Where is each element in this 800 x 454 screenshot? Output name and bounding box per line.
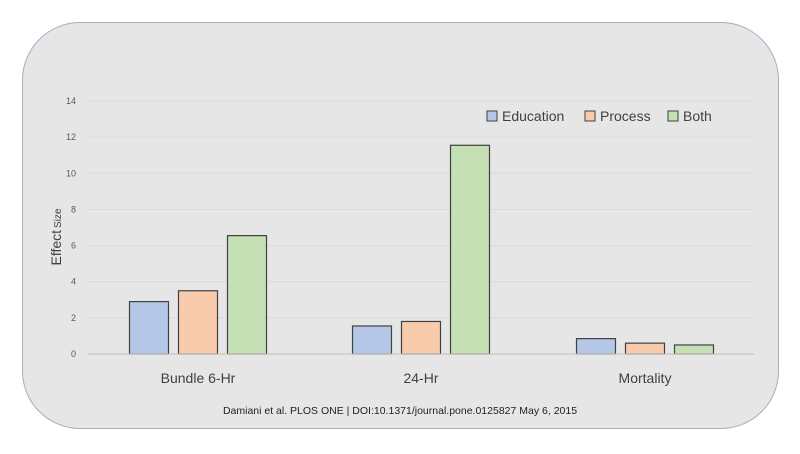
legend-swatch-education xyxy=(486,110,498,122)
x-category-label: Mortality xyxy=(619,370,672,386)
citation-footer: Damiani et al. PLOS ONE | DOI:10.1371/jo… xyxy=(223,405,577,417)
y-tick-label: 8 xyxy=(71,204,76,214)
legend-swatch-both xyxy=(667,110,679,122)
legend: Education Process Both xyxy=(486,108,712,124)
y-axis-ticks: 0 2 4 6 8 10 12 14 xyxy=(66,96,76,359)
y-tick-label: 2 xyxy=(71,313,76,323)
legend-label-both: Both xyxy=(683,108,712,124)
bar-education-1 xyxy=(128,300,170,355)
x-category-label: 24-Hr xyxy=(403,370,438,386)
legend-label-education: Education xyxy=(502,108,564,124)
bar-education-2 xyxy=(351,325,393,355)
x-axis-categories: Bundle 6-Hr 24-Hr Mortality xyxy=(161,370,672,386)
y-tick-label: 14 xyxy=(66,96,76,106)
bar-process-3 xyxy=(624,342,666,355)
legend-swatch-process xyxy=(584,110,596,122)
y-tick-label: 6 xyxy=(71,241,76,251)
bar-education-3 xyxy=(575,338,617,355)
bar-both-1 xyxy=(226,235,268,355)
bar-both-3 xyxy=(673,344,715,355)
bars xyxy=(128,144,715,355)
y-tick-label: 0 xyxy=(71,349,76,359)
y-tick-label: 12 xyxy=(66,132,76,142)
y-axis-label-sub: Size xyxy=(53,208,64,228)
bar-both-2 xyxy=(449,144,491,355)
gridlines xyxy=(88,100,754,319)
y-tick-label: 10 xyxy=(66,168,76,178)
bar-process-1 xyxy=(177,290,219,355)
y-tick-label: 4 xyxy=(71,277,76,287)
y-axis-label: Effect Size xyxy=(48,208,64,265)
chart-card xyxy=(22,22,779,429)
y-axis-label-main: Effect xyxy=(48,230,64,266)
x-category-label: Bundle 6-Hr xyxy=(161,370,236,386)
legend-label-process: Process xyxy=(600,108,651,124)
bar-process-2 xyxy=(400,320,442,355)
